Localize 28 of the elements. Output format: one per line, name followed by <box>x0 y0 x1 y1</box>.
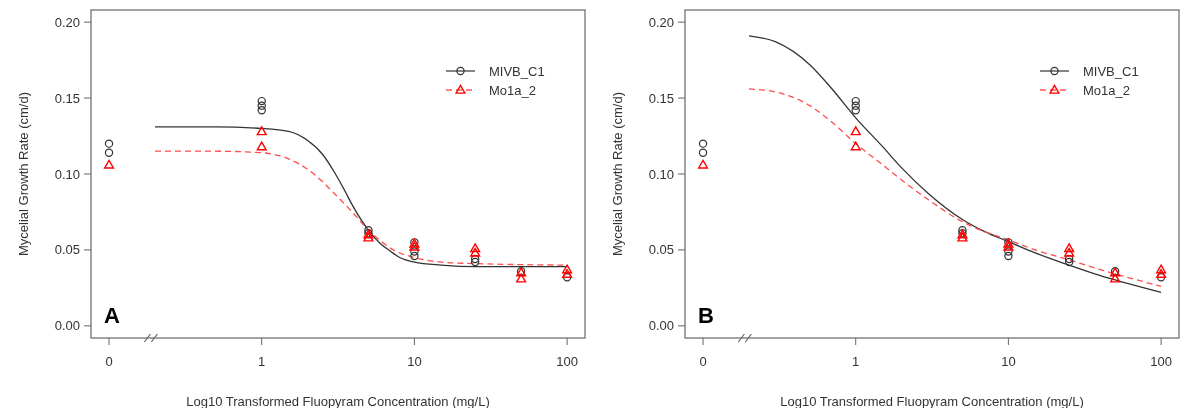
x-axis-title: Log10 Transformed Fluopyram Concentration (mg/L) <box>780 394 1084 409</box>
x-tick-label: 100 <box>556 354 578 369</box>
y-tick-label: 0.15 <box>54 90 80 106</box>
x-tick-label: 10 <box>1001 354 1016 369</box>
x-tick-label: 0 <box>699 354 707 369</box>
y-tick-label: 0.05 <box>648 242 674 258</box>
legend-label: MIVB_C1 <box>489 63 545 79</box>
x-tick-label: 10 <box>407 354 422 369</box>
y-tick-label: 0.10 <box>54 166 80 182</box>
x-axis-title: Log10 Transformed Fluopyram Concentration (mg/L) <box>186 394 490 409</box>
annotation: B <box>698 303 714 328</box>
y-axis-title: Mycelial Growth Rate (cm/d) <box>610 92 625 256</box>
y-tick-label: 0.15 <box>648 90 674 106</box>
x-tick-label: 0 <box>105 354 113 369</box>
legend-label: MIVB_C1 <box>1083 63 1139 79</box>
x-tick-label: 1 <box>258 354 266 369</box>
legend-label: Mo1a_2 <box>489 82 536 98</box>
x-tick-label: 100 <box>1150 354 1172 369</box>
y-tick-label: 0.20 <box>54 14 80 30</box>
y-tick-label: 0.05 <box>54 242 80 258</box>
y-tick-label: 0.20 <box>648 14 674 30</box>
y-tick-label: 0.00 <box>648 318 674 334</box>
x-tick-label: 1 <box>852 354 860 369</box>
y-tick-label: 0.00 <box>54 318 80 334</box>
y-axis-title: Mycelial Growth Rate (cm/d) <box>16 92 31 256</box>
legend-label: Mo1a_2 <box>1083 82 1130 98</box>
annotation: A <box>104 303 120 328</box>
y-tick-label: 0.10 <box>648 166 674 182</box>
